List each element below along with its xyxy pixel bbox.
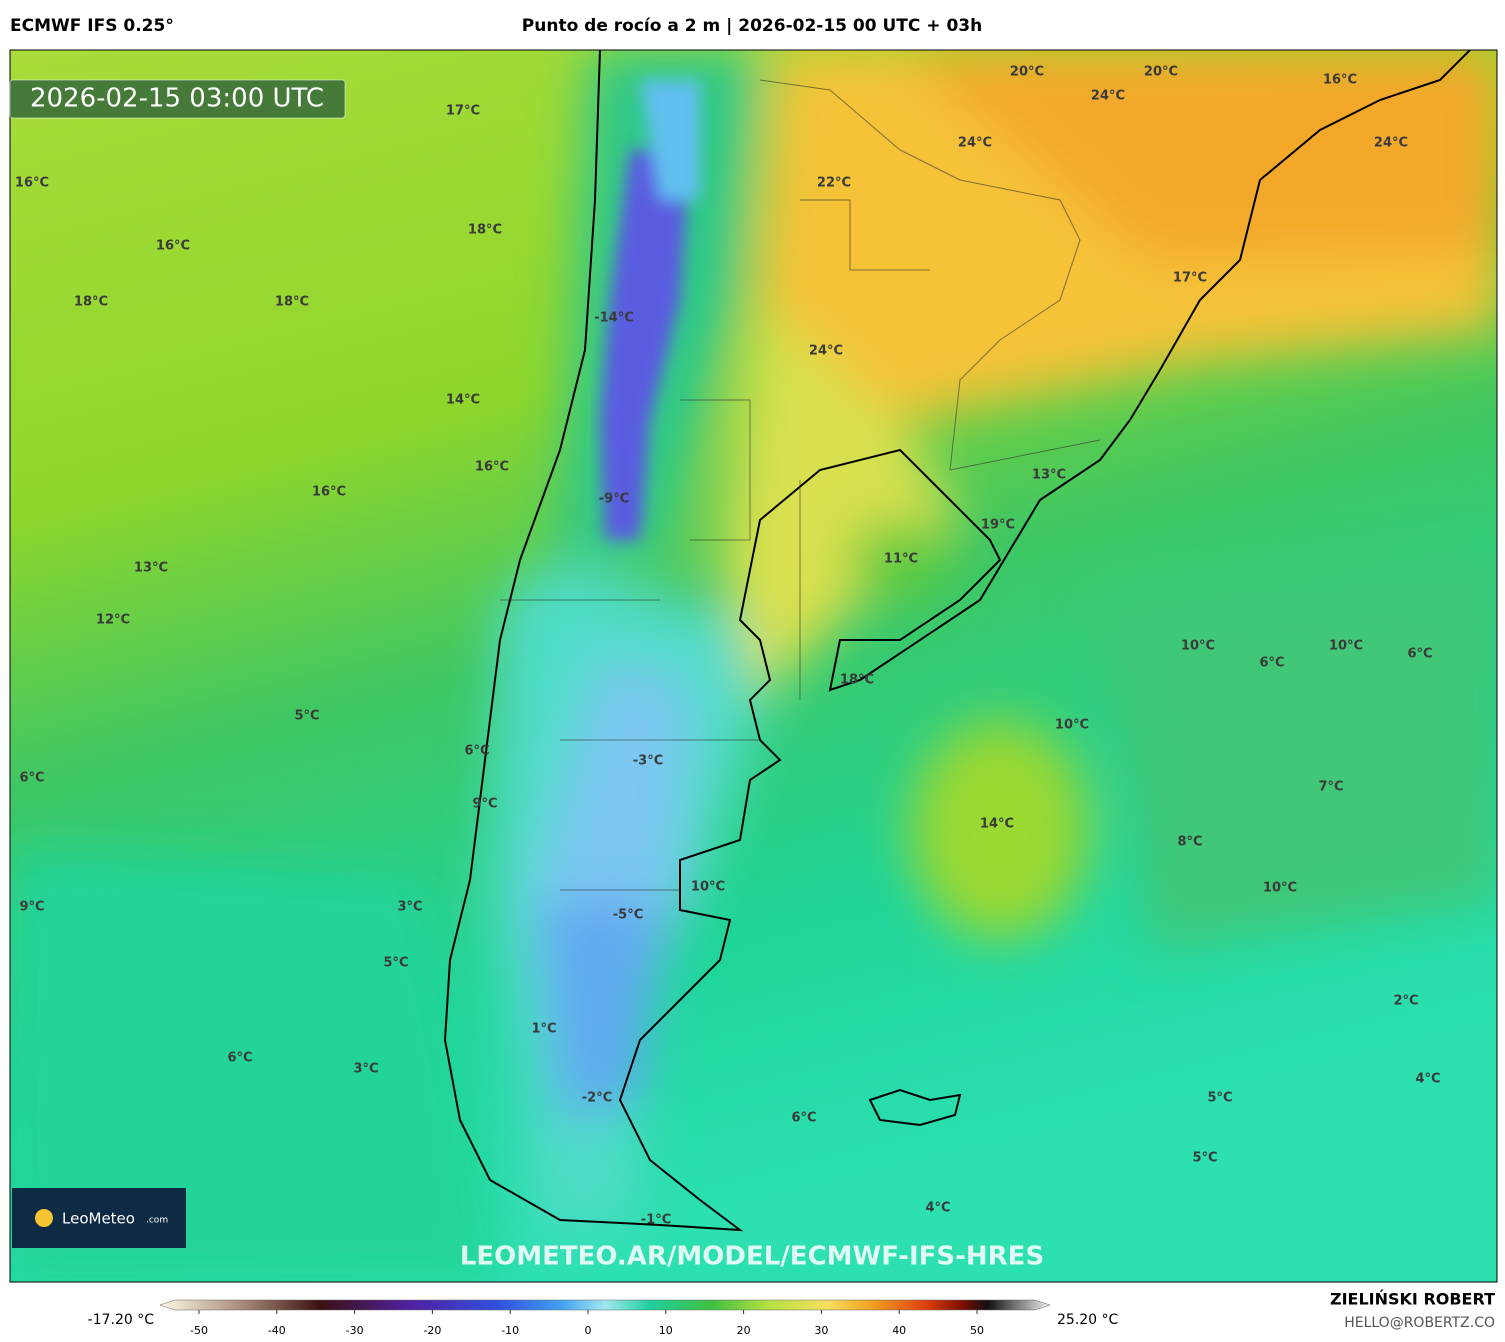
temperature-label: 6°C	[791, 1111, 816, 1126]
colorbar-max: 25.20 °C	[1057, 1312, 1119, 1328]
borders	[500, 79, 1101, 891]
temperature-label: 6°C	[1259, 656, 1284, 671]
temperature-label: 16°C	[312, 485, 346, 500]
temperature-label: 1°C	[531, 1022, 556, 1037]
colorbar-tick-label: 20	[737, 1324, 751, 1337]
colorbar-tick-label: 50	[970, 1324, 984, 1337]
temperature-label: 24°C	[1374, 136, 1408, 151]
temperature-label: 19°C	[981, 518, 1015, 533]
colorbar-tick-label: 10	[659, 1324, 673, 1337]
map-labels: 17°C 16°C 18°C 16°C 18°C 18°C -14°C 14°C 16°C 16°…	[15, 65, 1441, 1228]
temperature-label: 14°C	[446, 393, 480, 408]
temperature-label: 5°C	[294, 709, 319, 724]
logo-sun	[35, 1209, 53, 1227]
andes-shading	[600, 80, 700, 540]
temperature-label: -3°C	[633, 754, 663, 769]
temperature-label: 9°C	[19, 900, 44, 915]
temperature-label: 13°C	[134, 561, 168, 576]
temperature-label: -5°C	[613, 908, 643, 923]
temperature-label: 10°C	[1329, 639, 1363, 654]
timestamp-box	[9, 79, 346, 119]
field-shading	[10, 50, 1497, 1282]
colorbar-tick-label: 0	[585, 1324, 592, 1337]
temperature-label: 17°C	[446, 104, 480, 119]
temperature-label: 18°C	[468, 223, 502, 238]
temperature-label: 20°C	[1010, 65, 1044, 80]
map-frame	[9, 49, 1498, 1283]
temperature-label: 10°C	[1263, 881, 1297, 896]
temperature-label: -14°C	[594, 311, 634, 326]
temperature-label: 16°C	[1323, 73, 1357, 88]
temperature-label: 22°C	[817, 176, 851, 191]
temperature-label: 12°C	[96, 613, 130, 628]
contact: HELLO@ROBERTZ.CO	[1344, 1315, 1495, 1331]
timestamp: 2026-02-15 03:00 UTC	[30, 84, 324, 114]
temperature-label: 11°C	[884, 552, 918, 567]
temperature-label: 6°C	[227, 1051, 252, 1066]
temperature-label: 8°C	[1177, 835, 1202, 850]
temperature-label: 7°C	[1318, 780, 1343, 795]
temperature-label: 5°C	[1192, 1151, 1217, 1166]
temperature-label: 16°C	[156, 239, 190, 254]
temperature-label: 13°C	[1032, 468, 1066, 483]
temperature-label: 24°C	[1091, 89, 1125, 104]
logo-name: LeoMeteo	[62, 1210, 135, 1228]
temperature-label: 16°C	[15, 176, 49, 191]
temperature-label: 9°C	[472, 797, 497, 812]
colorbar-min: -17.20 °C	[88, 1312, 155, 1328]
temperature-label: 10°C	[691, 880, 725, 895]
colorbar-tick-label: 40	[892, 1324, 906, 1337]
colorbar	[159, 1299, 1051, 1311]
colorbar-tick-label: 30	[814, 1324, 828, 1337]
temperature-label: -2°C	[582, 1091, 612, 1106]
colorbar-tick-label: -50	[190, 1324, 208, 1337]
temperature-label: 10°C	[1055, 718, 1089, 733]
temperature-label: 14°C	[980, 817, 1014, 832]
temperature-label: 6°C	[19, 771, 44, 786]
watermark: LEOMETEO.AR/MODEL/ECMWF-IFS-HRES	[460, 1242, 1044, 1272]
logo-suffix: .com	[146, 1216, 168, 1226]
temperature-label: 20°C	[1144, 65, 1178, 80]
author: ZIELIŃSKI ROBERT	[1330, 1290, 1495, 1309]
temperature-label: 24°C	[958, 136, 992, 151]
temperature-label: 4°C	[925, 1201, 950, 1216]
temperature-label: 3°C	[397, 900, 422, 915]
temperature-label: 16°C	[475, 460, 509, 475]
map-title: Punto de rocío a 2 m | 2026-02-15 00 UTC…	[522, 16, 982, 36]
colorbar-tick-label: -20	[423, 1324, 441, 1337]
temperature-label: 5°C	[383, 956, 408, 971]
temperature-label: 18°C	[840, 673, 874, 688]
colorbar-tick-label: -30	[346, 1324, 364, 1337]
temperature-label: 2°C	[1393, 994, 1418, 1009]
temperature-label: 5°C	[1207, 1091, 1232, 1106]
temperature-label: 6°C	[1407, 647, 1432, 662]
colorbar-tick-label: -40	[268, 1324, 286, 1337]
colorbar-tick-label: -10	[501, 1324, 519, 1337]
temperature-label: 18°C	[275, 295, 309, 310]
colorbar-ticks: -50 -40 -30 -20 -10 0 10 20 30 40 50	[190, 1310, 984, 1337]
temperature-label: -9°C	[599, 492, 629, 507]
map: 17°C 16°C 18°C 16°C 18°C 18°C -14°C 14°C 16°C 16°…	[10, 50, 1497, 1282]
temperature-label: -1°C	[641, 1213, 671, 1228]
falklands	[868, 1088, 962, 1127]
temperature-label: 18°C	[74, 295, 108, 310]
temperature-label: 24°C	[809, 344, 843, 359]
model-name: ECMWF IFS 0.25°	[10, 16, 174, 36]
temperature-label: 6°C	[464, 744, 489, 759]
temperature-label: 17°C	[1173, 271, 1207, 286]
temperature-label: 4°C	[1415, 1072, 1440, 1087]
temperature-label: 3°C	[353, 1062, 378, 1077]
temperature-label: 10°C	[1181, 639, 1215, 654]
coastline	[443, 50, 1471, 1232]
